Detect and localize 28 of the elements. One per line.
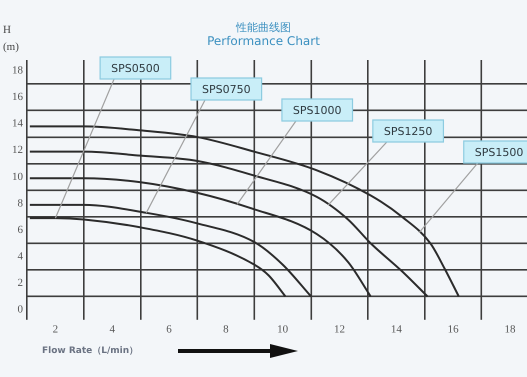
text: SPS0750 <box>202 82 251 96</box>
y-tick-label: 8 <box>18 197 24 210</box>
x-axis-title: Flow Rate（L/min） <box>42 345 138 357</box>
x-tick-label: 18 <box>504 323 516 336</box>
y-tick-label: 6 <box>18 224 24 236</box>
text: SPS0500 <box>111 62 160 75</box>
x-tick-label: 2 <box>52 323 58 336</box>
y-tick-label: 0 <box>18 304 24 316</box>
text: SPS1000 <box>292 104 342 117</box>
x-tick-label: 12 <box>334 323 345 336</box>
y-tick-label: 16 <box>12 91 24 104</box>
y-tick-label: 18 <box>12 64 24 77</box>
y-tick-label: 12 <box>12 144 23 156</box>
y-tick-label: 14 <box>12 118 24 130</box>
y-tick-label: 4 <box>18 250 24 263</box>
y-tick-label: 2 <box>18 277 23 290</box>
chart-subtitle: Performance Chart <box>207 34 320 48</box>
x-tick-label: 14 <box>390 323 402 336</box>
y-tick-label: 10 <box>12 170 24 183</box>
x-tick-label: 16 <box>448 323 460 336</box>
chart-title: 性能曲线图 <box>236 21 291 34</box>
x-tick-label: 8 <box>223 323 230 336</box>
text: SPS1500 <box>474 146 524 159</box>
y-axis-title: H (m) <box>3 23 19 55</box>
text: SPS1250 <box>384 124 432 138</box>
x-tick-label: 4 <box>109 323 116 336</box>
x-tick-label: 6 <box>166 323 172 336</box>
x-tick-label: 10 <box>277 323 289 336</box>
